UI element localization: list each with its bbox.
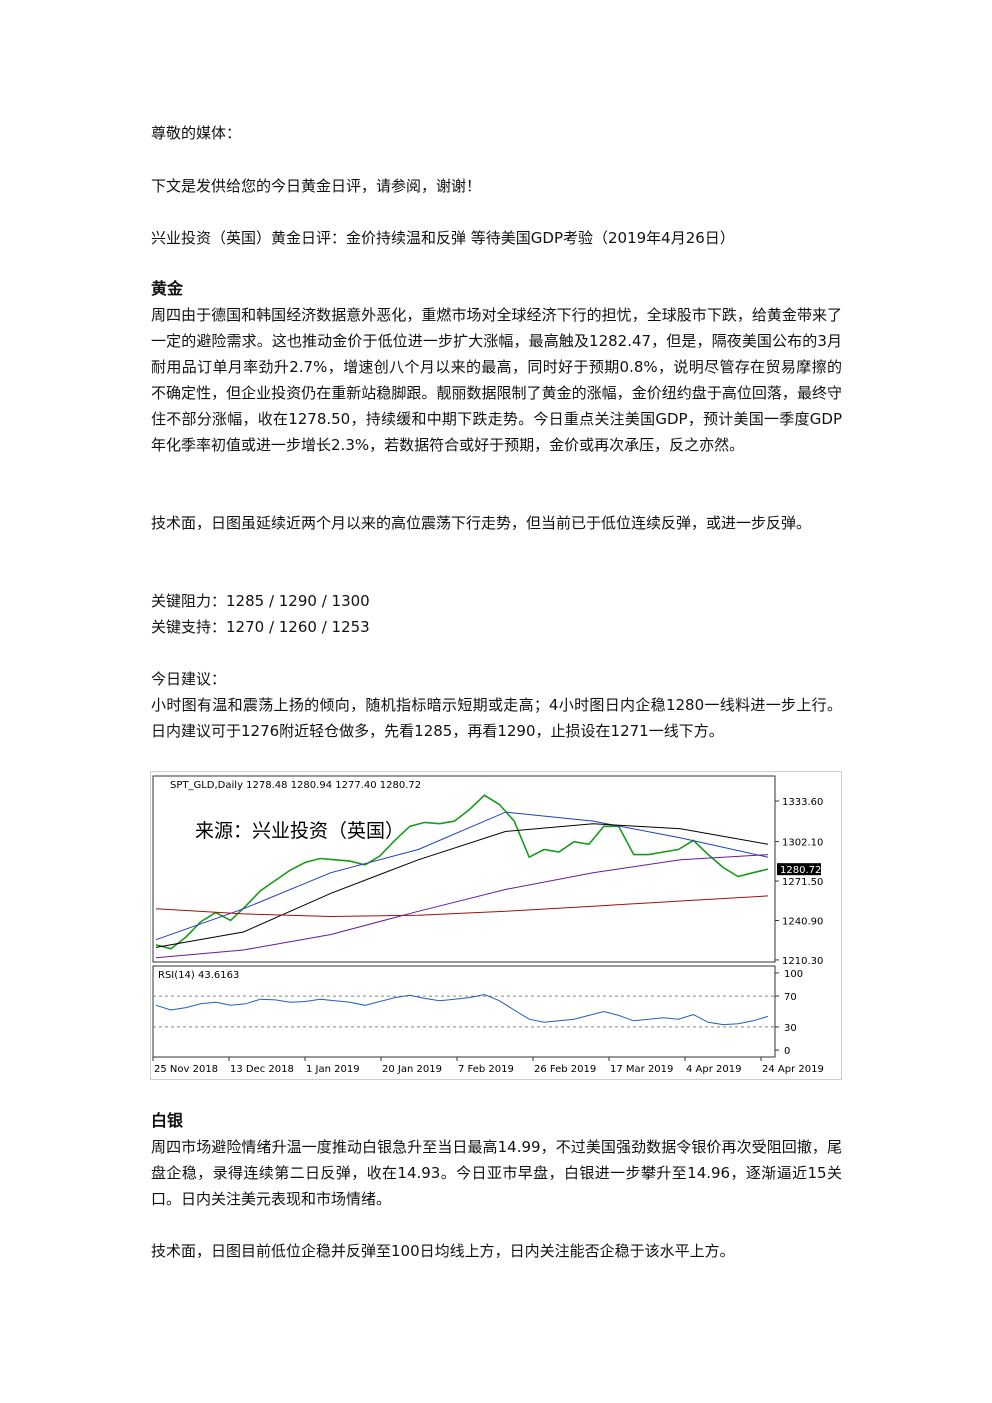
rsi-line — [155, 993, 769, 1026]
intro: 下文是发供给您的今日黄金日评，请参阅，谢谢！ — [151, 177, 482, 195]
moving-average — [155, 823, 769, 948]
chart-title: SPT_GLD,Daily 1278.48 1280.94 1277.40 12… — [170, 780, 421, 791]
y-tick-label: 30 — [784, 1023, 797, 1034]
advice-heading: 今日建议： — [151, 670, 227, 688]
y-tick-label: 1271.50 — [782, 877, 823, 888]
y-tick-label: 1333.60 — [782, 797, 823, 808]
x-tick-label: 25 Nov 2018 — [154, 1064, 218, 1075]
y-tick-label: 0 — [784, 1046, 790, 1057]
rsi-panel — [152, 965, 776, 1058]
last-price-box — [777, 863, 821, 876]
y-tick-label: 70 — [784, 992, 797, 1003]
price-panel — [152, 775, 776, 963]
resistance: 关键阻力：1285 / 1290 / 1300 — [151, 592, 370, 610]
paragraph: 周四由于德国和韩国经济数据意外恶化，重燃市场对全球经济下行的担忧，全球股市下跌，… — [151, 306, 842, 454]
paragraph: 周四市场避险情绪升温一度推动白银急升至当日最高14.99，不过美国强劲数据令银价… — [151, 1138, 842, 1208]
x-tick-label: 13 Dec 2018 — [230, 1064, 294, 1075]
x-tick-label: 1 Jan 2019 — [306, 1064, 360, 1075]
y-tick-label: 1210.30 — [782, 956, 823, 967]
chart: SPT_GLD,Daily 1278.48 1280.94 1277.40 12… — [150, 771, 842, 1080]
last-price-label: 1280.72 — [780, 865, 821, 876]
price-line — [155, 794, 769, 950]
section-heading: 白银 — [151, 1111, 184, 1130]
paragraph: 技术面，日图虽延续近两个月以来的高位震荡下行走势，但当前已于低位连续反弹，或进一… — [151, 514, 812, 532]
watermark: 来源：兴业投资（英国） — [195, 820, 404, 842]
paragraph: 小时图有温和震荡上扬的倾向，随机指标暗示短期或走高；4小时图日内企稳1280一线… — [151, 696, 842, 740]
paragraph: 技术面，日图目前低位企稳并反弹至100日均线上方，日内关注能否企稳于该水平上方。 — [151, 1242, 735, 1260]
moving-average — [155, 811, 769, 941]
headline: 兴业投资（英国）黄金日评：金价持续温和反弹 等待美国GDP考验（2019年4月2… — [151, 229, 735, 247]
support: 关键支持：1270 / 1260 / 1253 — [151, 618, 370, 636]
chart-frame — [150, 771, 842, 1080]
moving-average — [155, 854, 769, 959]
y-tick-label: 1240.90 — [782, 916, 823, 927]
x-tick-label: 17 Mar 2019 — [610, 1064, 673, 1075]
x-tick-label: 20 Jan 2019 — [382, 1064, 442, 1075]
x-tick-label: 4 Apr 2019 — [686, 1064, 741, 1075]
x-tick-label: 7 Feb 2019 — [458, 1064, 514, 1075]
section-heading: 黄金 — [151, 279, 184, 298]
y-tick-label: 100 — [784, 969, 803, 980]
salutation: 尊敬的媒体： — [151, 124, 242, 142]
x-tick-label: 26 Feb 2019 — [534, 1064, 596, 1075]
y-tick-label: 1302.10 — [782, 838, 823, 849]
x-tick-label: 24 Apr 2019 — [762, 1064, 824, 1075]
moving-average — [155, 895, 769, 918]
rsi-title: RSI(14) 43.6163 — [158, 970, 239, 981]
